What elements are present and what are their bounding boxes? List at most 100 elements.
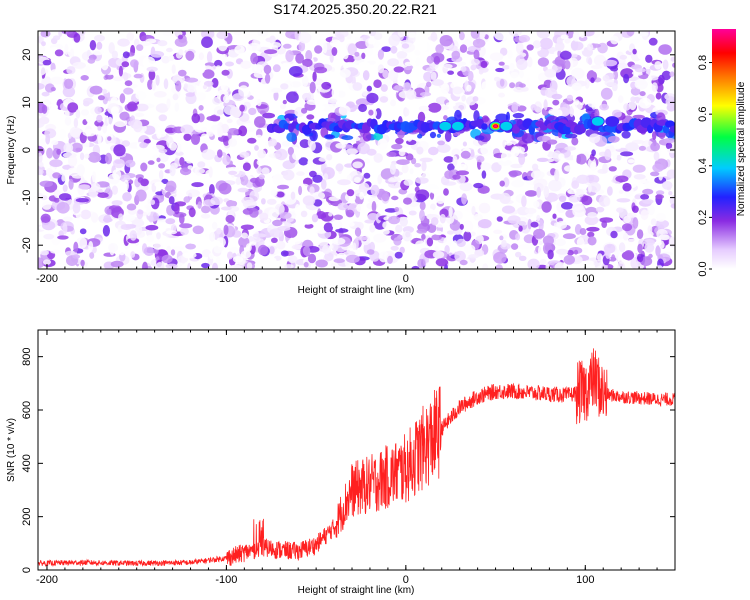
spectrogram-cell [348,221,355,227]
spectrogram-cell [154,181,164,188]
spectrogram-cell [108,205,122,213]
spectrogram-cell [106,116,113,125]
spectrogram-cell [636,229,644,240]
spectrogram-cell [282,62,291,67]
spectrogram-cell [259,212,269,221]
spectrogram-cell [192,225,204,235]
spectrogram-cell [364,158,371,164]
spectrogram-cell [202,84,208,90]
spectrogram-cell [59,128,66,140]
spectrogram-cell [269,228,284,238]
spectrogram-cell [579,31,586,38]
spectrogram-cell [477,219,492,229]
spectrogram-cell [422,40,428,52]
spectrogram-cell [76,237,88,249]
spectrogram-cell [114,159,123,164]
spectrogram-cell [245,243,252,252]
spectrogram-cell [501,239,507,248]
spectrogram-cell [97,125,102,131]
spectrogram-cell [625,142,639,152]
spectrogram-cell [72,202,81,214]
spectrogram-cell [101,58,109,71]
spectrogram-cell [169,142,178,151]
spectrogram-cell [547,249,554,260]
spectrogram-cell [537,135,551,142]
spectrogram-cell [443,236,454,248]
spectrogram-cell [460,150,471,159]
x-tick-label: 0 [403,273,409,285]
spectrogram-cell [419,209,425,221]
spectrogram-cell [617,95,624,104]
spectrogram-cell [69,126,81,138]
spectrogram-cell [315,259,328,268]
spectral-peak [494,125,498,128]
spectrogram-cell [53,189,61,199]
spectrogram-cell [368,109,374,116]
spectrogram-cell [256,99,262,107]
spectrogram-cell [480,162,492,171]
spectrogram-cell [148,69,156,81]
spectrogram-cell [670,203,675,209]
spectrogram-cell [602,74,610,82]
spectrogram-cell [62,222,68,235]
spectrogram-cell [623,103,631,111]
spectrogram-cell [613,141,623,150]
spectrogram-cell [38,161,44,168]
spectrogram-cell [89,252,95,259]
spectrogram-cell [518,255,527,261]
spectrogram-cell [528,70,539,79]
x-tick-label: 100 [576,574,594,586]
spectrogram-cell [576,153,587,165]
spectrogram-cell [480,60,488,69]
spectrogram-cell [146,234,155,243]
spectrogram-cell [321,178,327,190]
spectrogram-cell [64,78,74,90]
spectrogram-cell [534,101,543,113]
spectrogram-cell [426,55,434,64]
spectrogram-cell [543,149,549,156]
spectrogram-cell [58,31,63,37]
spectrogram-cell [67,46,75,58]
spectrogram-cell [149,199,156,205]
spectrogram-cell [143,138,151,144]
spectrogram-cell [165,230,178,235]
spectrogram-cell [249,190,260,202]
colorbar-tick-label: 0.0 [697,261,709,276]
spectrogram-cell [380,84,388,92]
spectrogram-cell [638,31,649,37]
spectrogram-cell [612,150,618,161]
spectrogram-cell [378,251,390,263]
spectrogram-cell [201,36,213,48]
spectrogram-cell [329,103,339,108]
spectrogram-cell [599,217,614,223]
spectrogram-cell [85,65,91,75]
spectrogram-cell [106,208,112,214]
spectrogram-cell [77,31,86,36]
spectrogram-cell [335,163,344,172]
spectrogram-cell [599,103,609,111]
spectrogram-cell [590,77,595,84]
spectrogram-cell [202,69,215,79]
spectrogram-cell [299,139,310,149]
spectrogram-cell [662,180,673,190]
spectrogram-cell [172,246,185,251]
spectrogram-cell [73,33,81,43]
spectrogram-cell [517,206,530,216]
spectrogram-cell [403,197,412,205]
spectrogram-cell [521,133,535,144]
spectrogram-cell [630,257,639,269]
spectrogram-cell [548,108,560,116]
spectrogram-cell [405,243,418,253]
spectrogram-cell [511,179,525,188]
colorbar-tick-label: 0.4 [697,158,709,173]
spectrogram-cell [118,245,126,256]
spectrogram-cell [163,78,169,90]
spectrogram-cell [520,86,529,92]
spectrogram-cell [201,262,210,269]
spectrogram-cell [521,195,527,208]
spectrogram-cell [554,169,560,182]
spectrogram-cell [318,105,325,111]
spectrogram-cell [499,180,505,187]
spectrogram-cell [421,233,426,240]
spectrogram-cell [564,146,577,151]
